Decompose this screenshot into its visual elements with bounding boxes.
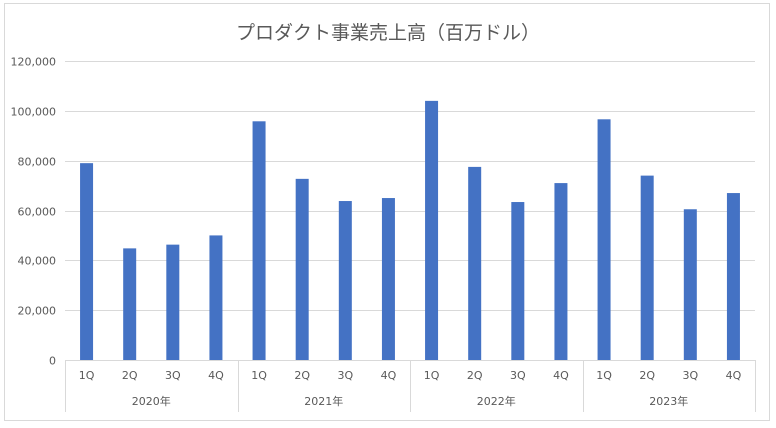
y-tick-label: 100,000: [11, 106, 57, 119]
x-tick-label: 2Q: [639, 369, 655, 382]
group-label: 2023年: [649, 394, 688, 408]
bar: [597, 119, 611, 361]
x-tick-label: 1Q: [424, 369, 440, 382]
x-tick-label: 2Q: [122, 369, 138, 382]
bar: [123, 248, 137, 360]
x-tick-label: 4Q: [381, 369, 397, 382]
bar: [554, 183, 568, 360]
group-label: 2021年: [304, 394, 343, 408]
x-tick-label: 1Q: [596, 369, 612, 382]
bar: [726, 193, 740, 360]
bar: [468, 166, 482, 360]
bar: [425, 100, 439, 360]
bar: [338, 201, 352, 360]
bar: [166, 244, 180, 360]
y-tick-label: 20,000: [18, 305, 57, 318]
y-tick-label: 60,000: [18, 206, 57, 219]
bar: [209, 235, 223, 360]
bar: [295, 178, 309, 360]
y-tick-label: 40,000: [18, 255, 57, 268]
bar: [80, 163, 94, 360]
bar: [683, 209, 697, 360]
bar: [381, 198, 395, 360]
y-tick-label: 80,000: [18, 156, 57, 169]
chart-title: プロダクト事業売上高（百万ドル）: [236, 22, 540, 44]
y-axis-ticks: 0 20,000 40,000 60,000 80,000 100,000 120,000: [11, 56, 57, 368]
chart-svg: プロダクト事業売上高（百万ドル） 0 20,000 40,000 60,000 80,0…: [11, 22, 756, 412]
x-tick-label: 2Q: [294, 369, 310, 382]
x-tick-label: 4Q: [726, 369, 742, 382]
gridlines: [65, 61, 755, 311]
x-tick-label: 3Q: [337, 369, 353, 382]
bar: [511, 202, 525, 360]
group-label: 2022年: [477, 394, 516, 408]
bar: [640, 175, 654, 360]
chart-frame: プロダクト事業売上高（百万ドル） 0 20,000 40,000 60,000 80,0…: [4, 3, 770, 421]
x-tick-label: 1Q: [79, 369, 95, 382]
x-tick-label: 3Q: [165, 369, 181, 382]
x-axis: 1Q 2Q 3Q 4Q 1Q 2Q 3Q 4Q 1Q 2Q 3Q 4Q 1Q 2Q 3Q 4Q 2020年 202…: [65, 360, 756, 412]
bar: [252, 121, 266, 360]
x-tick-label: 1Q: [251, 369, 267, 382]
x-tick-label: 3Q: [682, 369, 698, 382]
x-tick-label: 4Q: [208, 369, 224, 382]
group-label: 2020年: [132, 394, 171, 408]
x-tick-label: 2Q: [467, 369, 483, 382]
x-tick-label: 3Q: [510, 369, 526, 382]
bars: [80, 100, 740, 361]
y-tick-label: 120,000: [11, 56, 57, 69]
y-tick-label: 0: [49, 355, 56, 368]
x-tick-label: 4Q: [553, 369, 569, 382]
